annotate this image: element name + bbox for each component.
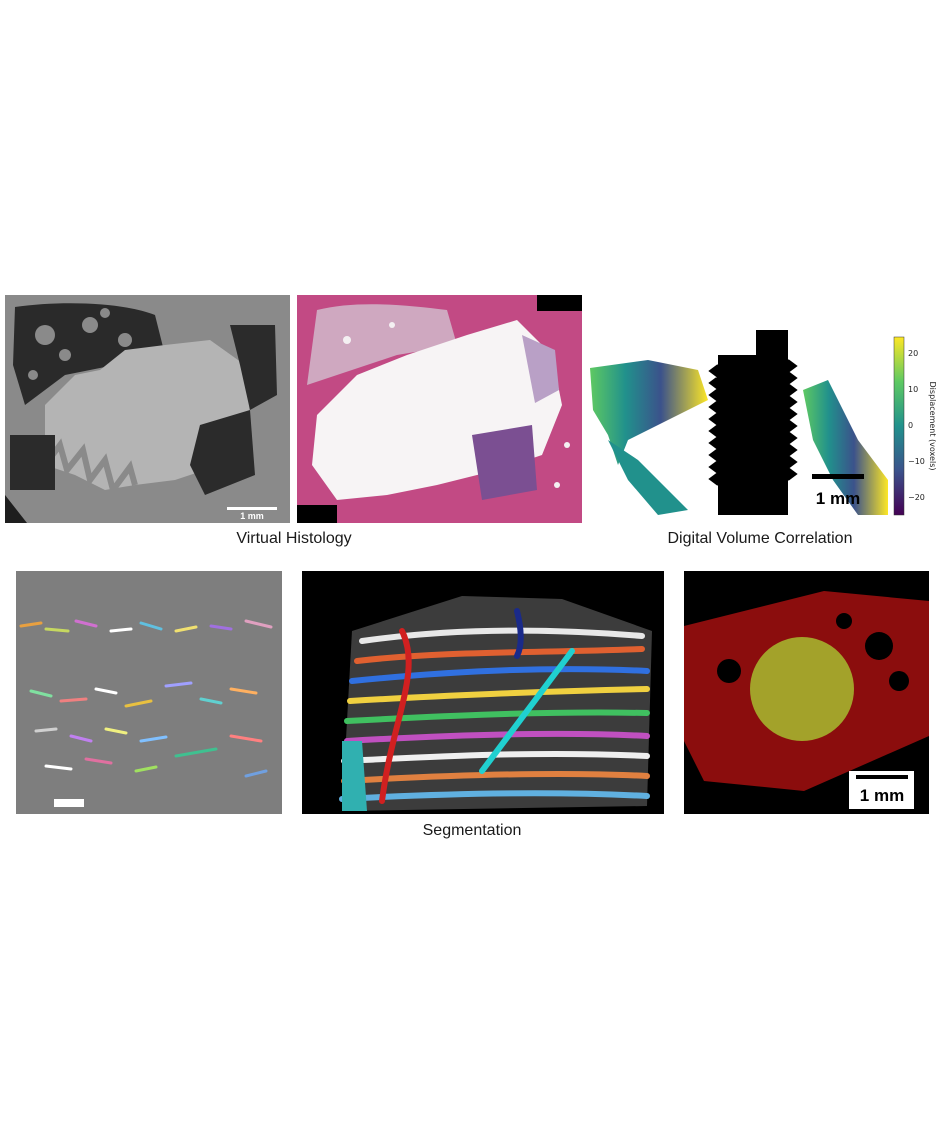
colorbar-tick: −10 bbox=[908, 457, 925, 466]
dvc-graphic: 1 mm 20 10 0 −10 −20 Displacement (voxel… bbox=[590, 330, 937, 516]
colorbar-tick: 0 bbox=[908, 421, 913, 430]
histology-image bbox=[297, 295, 582, 523]
colorbar-tick: 10 bbox=[908, 385, 918, 394]
segmentation-slice-image bbox=[16, 571, 282, 814]
ct-slice-image: 1 mm bbox=[5, 295, 290, 523]
colorbar-tick: −20 bbox=[908, 493, 925, 502]
caption-digital-volume-correlation: Digital Volume Correlation bbox=[667, 530, 853, 547]
segmentation-slice-graphic bbox=[16, 571, 282, 814]
ct-slice-graphic: 1 mm bbox=[5, 295, 290, 523]
implant-scale-label: 1 mm bbox=[860, 786, 904, 805]
dvc-colorbar bbox=[893, 336, 905, 516]
histology-graphic bbox=[297, 295, 582, 523]
segmentation-3d-graphic bbox=[302, 571, 664, 814]
dvc-map-image: 1 mm 20 10 0 −10 −20 Displacement (voxel… bbox=[588, 330, 940, 522]
colorbar-label: Displacement (voxels) bbox=[928, 382, 937, 471]
caption-segmentation: Segmentation bbox=[422, 822, 522, 839]
segmentation-3d-image bbox=[302, 571, 664, 814]
dvc-scale-label: 1 mm bbox=[816, 489, 860, 508]
implant-segmentation-graphic: 1 mm bbox=[684, 571, 929, 814]
implant-segmentation-image: 1 mm bbox=[684, 571, 929, 814]
caption-virtual-histology: Virtual Histology bbox=[236, 530, 352, 547]
colorbar-tick: 20 bbox=[908, 349, 918, 358]
ct-scale-label: 1 mm bbox=[240, 511, 264, 521]
